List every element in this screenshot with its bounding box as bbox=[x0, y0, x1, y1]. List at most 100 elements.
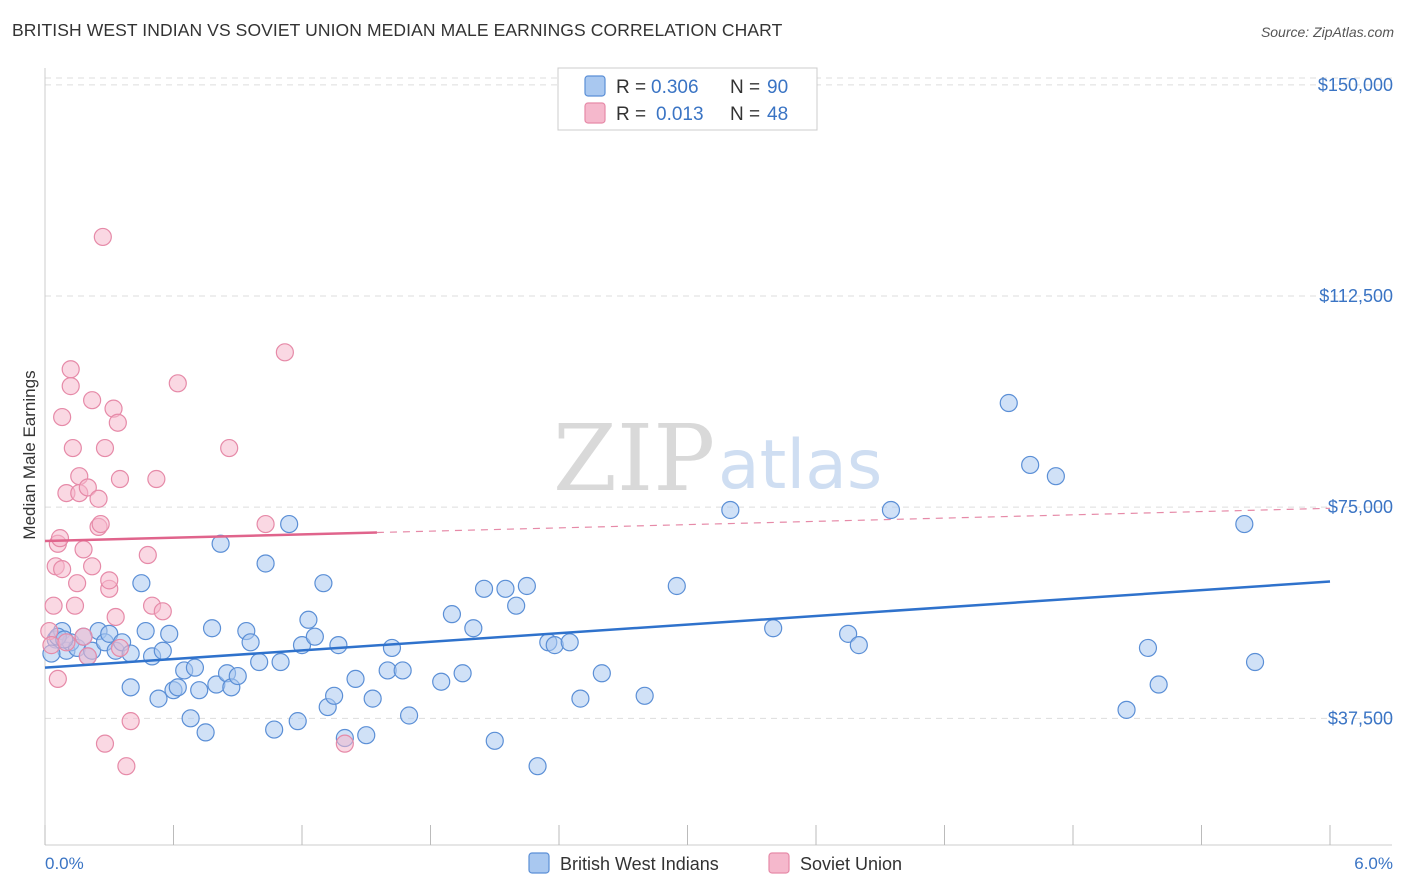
pink-point bbox=[95, 734, 115, 753]
blue-point bbox=[1149, 675, 1168, 694]
pink-point bbox=[95, 438, 115, 458]
legend-swatch-blue bbox=[584, 75, 606, 97]
pink-point bbox=[53, 407, 72, 427]
blue-point bbox=[168, 678, 187, 697]
pink-trend-line bbox=[44, 531, 377, 543]
blue-point bbox=[202, 619, 222, 638]
pink-point bbox=[83, 391, 102, 410]
pink-point bbox=[117, 757, 136, 776]
blue-point bbox=[280, 514, 299, 534]
pink-point bbox=[147, 469, 166, 489]
blue-point bbox=[250, 652, 269, 672]
blue-point bbox=[545, 636, 564, 655]
pink-point bbox=[74, 627, 93, 646]
pink-point bbox=[108, 413, 127, 432]
legend-r-label-blue: R = bbox=[616, 77, 646, 98]
blue-point bbox=[363, 689, 382, 708]
pink-point bbox=[110, 469, 130, 489]
blue-point bbox=[121, 678, 140, 697]
chart-source: Source: ZipAtlas.com bbox=[1260, 24, 1394, 40]
blue-point bbox=[256, 554, 275, 573]
blue-point bbox=[160, 624, 179, 643]
blue-point bbox=[399, 706, 419, 725]
bottom-legend-swatch-pink bbox=[768, 852, 790, 874]
blue-point bbox=[764, 619, 783, 638]
pink-point bbox=[44, 596, 63, 615]
watermark-zip: ZIP bbox=[553, 405, 715, 512]
bottom-legend-label-blue: British West Indians bbox=[560, 854, 719, 874]
pink-point bbox=[61, 377, 80, 396]
pink-point bbox=[89, 489, 108, 508]
y-axis-label: Median Male Earnings bbox=[20, 370, 39, 539]
pink-point bbox=[110, 638, 130, 658]
pink-point bbox=[48, 669, 67, 689]
pink-point bbox=[256, 514, 275, 534]
legend-r-value-blue: 0.306 bbox=[651, 77, 699, 98]
blue-point bbox=[1021, 455, 1040, 475]
pink-point bbox=[106, 607, 125, 627]
pink-point bbox=[50, 529, 70, 548]
pink-point bbox=[78, 647, 97, 666]
watermark-atlas: atlas bbox=[718, 426, 882, 505]
pink-point bbox=[57, 633, 76, 652]
blue-point bbox=[474, 579, 494, 598]
ticks-layer: $37,500 $75,000 $112,500 $150,000 0.0% 6.0% bbox=[45, 75, 1393, 873]
watermark: ZIP atlas bbox=[553, 405, 882, 512]
blue-point bbox=[464, 619, 483, 638]
legend-r-label-pink: R = bbox=[616, 104, 646, 125]
pink-point bbox=[168, 374, 187, 393]
chart-title: BRITISH WEST INDIAN VS SOVIET UNION MEDI… bbox=[12, 20, 783, 40]
pink-point bbox=[121, 712, 140, 731]
blue-point bbox=[453, 664, 472, 683]
blue-point bbox=[432, 672, 451, 691]
pink-point bbox=[42, 636, 61, 655]
blue-point bbox=[507, 596, 526, 615]
pink-point bbox=[138, 545, 157, 565]
pink-point bbox=[153, 602, 172, 621]
blue-point bbox=[299, 610, 318, 629]
blue-point bbox=[1138, 638, 1158, 658]
legend-r-value-pink: 0.013 bbox=[656, 104, 704, 125]
bottom-legend-swatch-blue bbox=[528, 852, 550, 874]
blue-point bbox=[517, 576, 536, 596]
blue-point bbox=[196, 723, 215, 742]
pink-trend-extension bbox=[376, 507, 1331, 534]
blue-point bbox=[1046, 467, 1065, 486]
blue-point bbox=[100, 624, 119, 643]
blue-point bbox=[265, 720, 284, 739]
blue-point bbox=[1235, 514, 1254, 534]
legend-n-value-blue: 90 bbox=[767, 77, 788, 98]
pink-point bbox=[78, 478, 97, 497]
y-tick-label: $37,500 bbox=[1328, 708, 1393, 728]
axes-layer bbox=[44, 68, 1392, 846]
pink-point bbox=[220, 438, 239, 458]
pink-point bbox=[275, 343, 294, 362]
pink-point bbox=[68, 574, 87, 593]
x-tick-label: 0.0% bbox=[45, 854, 84, 873]
blue-point bbox=[571, 689, 590, 708]
blue-point bbox=[190, 681, 209, 700]
legend-n-label-blue: N = bbox=[730, 77, 760, 98]
y-tick-label: $75,000 bbox=[1328, 497, 1393, 517]
blue-point bbox=[393, 661, 412, 680]
pink-point bbox=[83, 557, 102, 576]
blue-point bbox=[271, 652, 290, 672]
blue-point bbox=[136, 621, 155, 641]
blue-trend-line bbox=[44, 580, 1331, 669]
x-tick-label: 6.0% bbox=[1354, 854, 1393, 873]
blue-point bbox=[999, 393, 1018, 413]
points-layer bbox=[40, 227, 1265, 776]
blue-point bbox=[132, 574, 151, 593]
blue-point bbox=[1245, 652, 1265, 672]
pink-point bbox=[65, 596, 85, 615]
blue-point bbox=[325, 686, 344, 705]
bottom-legend: British West Indians Soviet Union bbox=[528, 852, 902, 874]
blue-point bbox=[667, 576, 686, 596]
blue-point bbox=[528, 757, 547, 776]
blue-point bbox=[181, 709, 200, 728]
blue-point bbox=[329, 636, 348, 655]
blue-point bbox=[881, 500, 901, 520]
blue-point bbox=[346, 669, 365, 689]
blue-point bbox=[305, 627, 324, 646]
